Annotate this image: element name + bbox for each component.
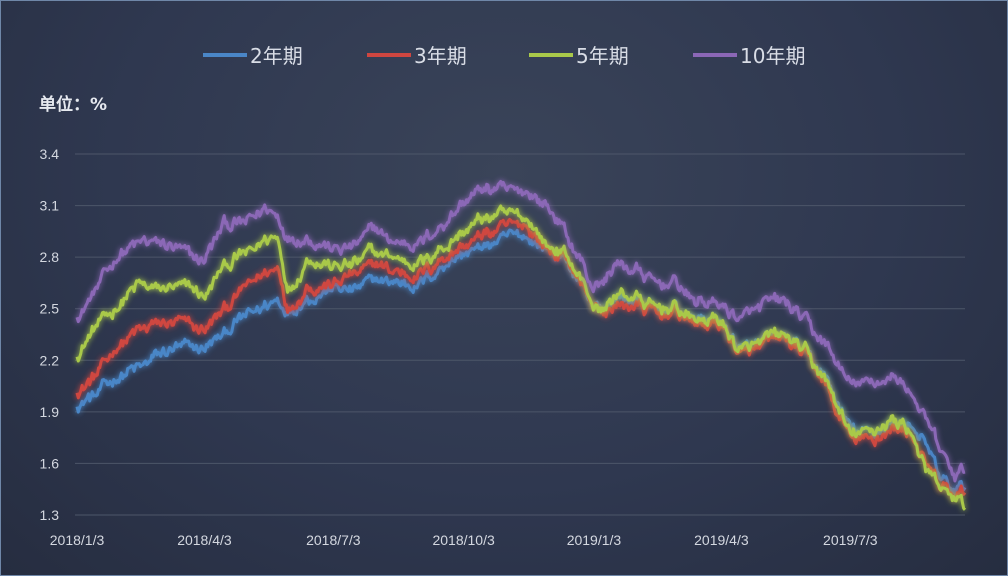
series-line-5y: [75, 204, 967, 511]
y-tick-label: 2.5: [40, 301, 60, 317]
x-tick-label: 2018/4/3: [177, 532, 232, 548]
series-lines: [75, 179, 967, 511]
y-tick-label: 3.1: [40, 198, 60, 214]
y-tick-label: 1.9: [40, 404, 60, 420]
y-tick-label: 3.4: [40, 146, 60, 162]
x-tick-label: 2019/7/3: [823, 532, 878, 548]
y-axis-ticks: 1.3 1.6 1.9 2.2 2.5 2.8 3.1 3.4: [40, 146, 60, 523]
chart-legend: 2年期 3年期 5年期 10年期: [203, 44, 805, 68]
x-tick-label: 2018/10/3: [432, 532, 494, 548]
legend-label-5y: 5年期: [576, 44, 629, 68]
legend-label-2y: 2年期: [250, 44, 303, 68]
grid-lines: [75, 153, 965, 516]
x-tick-label: 2018/7/3: [306, 532, 361, 548]
legend-label-3y: 3年期: [414, 44, 467, 68]
x-tick-label: 2018/1/3: [50, 532, 105, 548]
y-tick-label: 1.6: [40, 455, 60, 471]
x-tick-label: 2019/4/3: [694, 532, 749, 548]
legend-label-10y: 10年期: [740, 44, 805, 68]
y-tick-label: 2.8: [40, 249, 60, 265]
y-tick-label: 2.2: [40, 352, 60, 368]
unit-label: 单位：%: [39, 94, 107, 115]
x-axis-ticks: 2018/1/3 2018/4/3 2018/7/3 2018/10/3 2019/1/…: [50, 532, 878, 548]
series-line-3y: [75, 218, 967, 501]
y-tick-label: 1.3: [40, 507, 60, 523]
series-line-10y: [75, 179, 966, 483]
x-tick-label: 2019/1/3: [567, 532, 622, 548]
series-line-2y: [75, 228, 967, 496]
